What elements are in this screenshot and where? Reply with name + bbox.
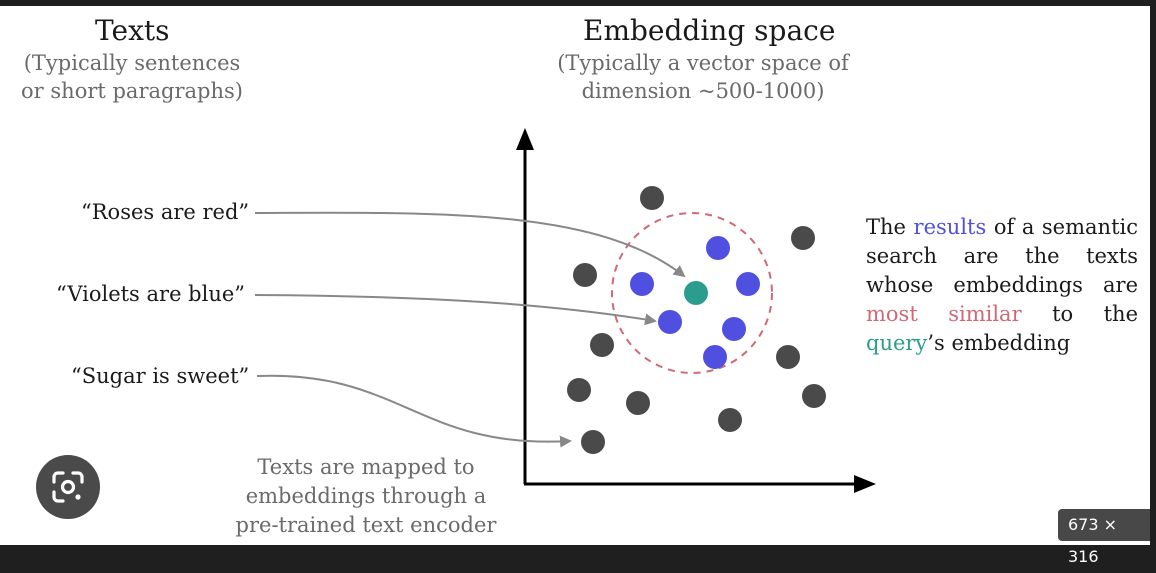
embedding-point-other bbox=[802, 384, 826, 408]
embedding-space-subtitle-line2: dimension ~500-1000) bbox=[581, 79, 825, 103]
explanation-end: ’s embedding bbox=[927, 331, 1071, 355]
example-text-sugar: “Sugar is sweet” bbox=[71, 364, 250, 388]
google-lens-button[interactable] bbox=[36, 455, 100, 519]
arrow-sugar-is-sweet bbox=[256, 374, 572, 448]
embedding-diagram bbox=[254, 128, 876, 493]
explanation-results: results bbox=[913, 215, 987, 239]
texts-subtitle-line1: (Typically sentences bbox=[23, 51, 241, 75]
embedding-point-result bbox=[658, 310, 682, 334]
embedding-point-other bbox=[640, 186, 664, 210]
texts-subtitle-line2: or short paragraphs) bbox=[21, 79, 243, 103]
encoder-note-line3: pre-trained text encoder bbox=[235, 513, 497, 537]
image-size-badge: 673 × 316 bbox=[1058, 509, 1156, 566]
right-border bbox=[1150, 0, 1156, 545]
top-border bbox=[0, 0, 1156, 6]
embedding-point-result bbox=[706, 236, 730, 260]
example-text-violets: “Violets are blue” bbox=[56, 282, 246, 306]
explanation-most-similar: most similar bbox=[866, 302, 1022, 326]
google-lens-icon bbox=[52, 471, 84, 503]
explanation-the: The bbox=[866, 215, 906, 239]
embedding-point-other bbox=[626, 391, 650, 415]
explanation-to-the: to the bbox=[1052, 302, 1138, 326]
arrow-roses-are-red bbox=[254, 211, 686, 278]
embedding-space-subtitle-line1: (Typically a vector space of bbox=[557, 51, 849, 75]
embedding-point-result bbox=[703, 345, 727, 369]
texts-title: Texts bbox=[95, 14, 170, 47]
y-axis-arrowhead bbox=[516, 128, 534, 150]
semantic-search-explanation: The results of a semantic search are the… bbox=[866, 213, 1138, 358]
encoder-note-line1: Texts are mapped to bbox=[257, 455, 475, 479]
embedding-point-other bbox=[581, 430, 605, 454]
encoder-note-line2: embeddings through a bbox=[245, 484, 487, 508]
embedding-point-other bbox=[567, 378, 591, 402]
embedding-point-result bbox=[722, 317, 746, 341]
similarity-circle bbox=[611, 212, 773, 374]
embedding-point-other bbox=[590, 333, 614, 357]
embedding-point-query bbox=[684, 281, 708, 305]
explanation-query: query bbox=[866, 331, 928, 355]
embedding-point-result bbox=[630, 272, 654, 296]
embedding-space-title: Embedding space bbox=[583, 14, 836, 47]
embedding-point-other bbox=[776, 345, 800, 369]
arrow-violets-are-blue bbox=[254, 294, 657, 326]
x-axis-arrowhead bbox=[854, 475, 876, 493]
embedding-point-other bbox=[718, 408, 742, 432]
embedding-point-result bbox=[736, 272, 760, 296]
example-text-roses: “Roses are red” bbox=[81, 200, 250, 224]
embedding-point-other bbox=[791, 226, 815, 250]
explanation-middle: of a semantic search are the texts whose… bbox=[866, 215, 1138, 297]
embedding-point-other bbox=[573, 263, 597, 287]
